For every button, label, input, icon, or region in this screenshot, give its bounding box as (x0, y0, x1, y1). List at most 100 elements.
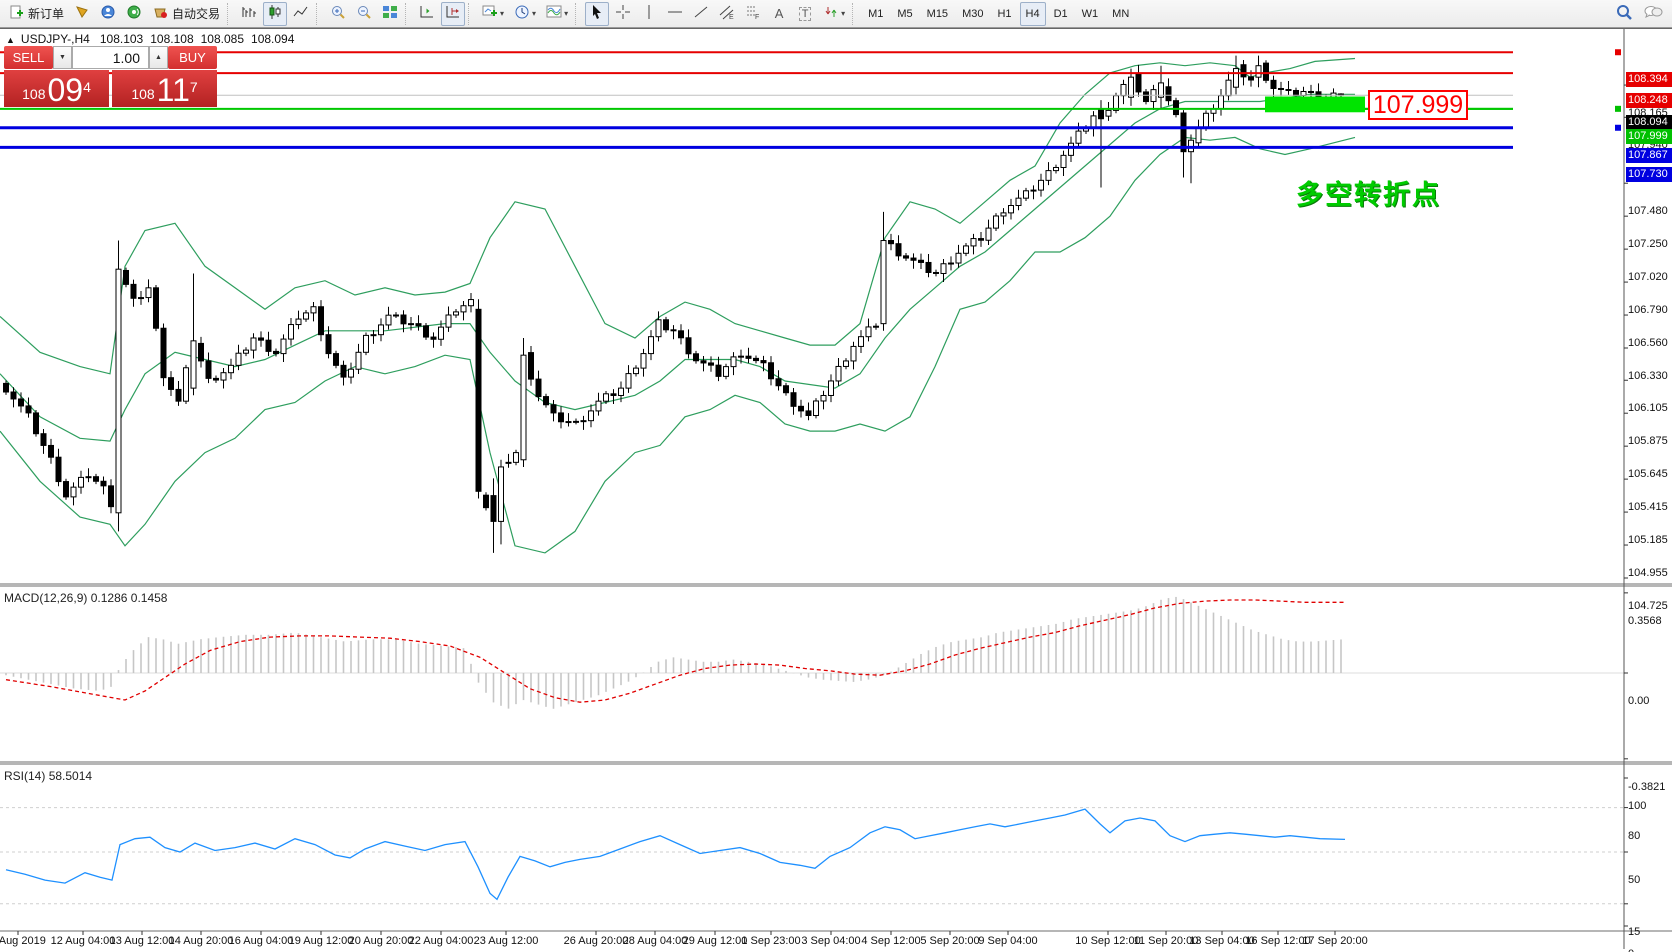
chart-shift-button[interactable] (441, 1, 466, 26)
candle-body (595, 400, 602, 412)
auto-scroll-button[interactable] (415, 2, 439, 26)
open-value: 108.103 (99, 32, 144, 46)
signals-button[interactable] (122, 2, 146, 26)
zoom-out-button[interactable] (352, 2, 376, 26)
fibonacci-button[interactable]: F (741, 2, 765, 26)
candle-body (715, 364, 722, 377)
candle-body (903, 255, 909, 259)
candle-body (453, 311, 459, 316)
price-scale[interactable]: 108.165 107.940 107.480 107.250 107.020 106.7… (1626, 29, 1672, 952)
candle-body (1030, 189, 1037, 192)
bollinger-lower-line (0, 136, 1356, 554)
tab-m30[interactable]: M30 (962, 7, 984, 20)
vertical-line-button[interactable] (637, 2, 661, 26)
trendline-button[interactable] (689, 2, 713, 26)
trendline-icon (693, 4, 709, 23)
candle-body (348, 368, 354, 378)
candle-body (760, 360, 767, 364)
tab-mn[interactable]: MN (1112, 7, 1130, 20)
periods-button[interactable]: ▾ (510, 2, 540, 26)
highlight-box[interactable] (1265, 96, 1365, 113)
candlestick-button[interactable] (263, 1, 288, 26)
candle-body (558, 412, 564, 423)
tab-m1[interactable]: M1 (868, 7, 884, 20)
cursor-icon (589, 4, 605, 23)
price-badge: 107.999 (1626, 128, 1672, 144)
new-order-icon (9, 5, 24, 23)
tab-m15[interactable]: M15 (926, 7, 949, 20)
search-icon (1616, 4, 1633, 24)
line-handle[interactable] (1615, 124, 1621, 131)
autotrading-icon (152, 4, 168, 23)
macd-value-1: 0.1286 (90, 591, 128, 605)
tab-w1[interactable]: W1 (1081, 7, 1099, 20)
macd-axis-label: 0.3568 (1628, 614, 1662, 627)
text-button[interactable]: A (767, 2, 791, 26)
x-axis-label: 20 Aug 20:00 (348, 935, 414, 947)
candle-body (513, 452, 519, 463)
tab-d1[interactable]: D1 (1053, 7, 1068, 20)
candle-body (408, 323, 414, 326)
candle-body (685, 337, 692, 355)
tab-h1[interactable]: H1 (997, 7, 1012, 20)
candle-body (640, 353, 647, 369)
line-handle[interactable] (1615, 105, 1621, 112)
x-axis-label: 28 Aug 04:00 (622, 935, 688, 947)
toolbar-separator (316, 2, 323, 25)
candle-body (235, 352, 242, 366)
candle-body (910, 257, 917, 261)
sell-button[interactable]: SELL (4, 46, 53, 69)
candle-body (18, 398, 24, 407)
crosshair-button[interactable] (611, 2, 635, 26)
sell-price[interactable]: 108 09 4 (4, 70, 109, 107)
toolbar-separator (405, 2, 412, 25)
chat-button[interactable] (1639, 2, 1667, 26)
tile-windows-button[interactable] (378, 2, 402, 26)
templates-button[interactable]: ▾ (542, 2, 572, 26)
candle-body (1195, 127, 1202, 144)
chart-window[interactable]: ▲ USDJPY-,H4 108.103 108.108 108.085 108.094 … (0, 28, 1672, 952)
buy-button[interactable]: BUY (168, 46, 217, 69)
bar-chart-button[interactable] (237, 2, 261, 26)
y-axis-label: 105.185 (1628, 534, 1668, 547)
price-callout[interactable]: 107.999 (1368, 90, 1468, 120)
candle-body (1165, 86, 1172, 102)
search-button[interactable] (1612, 2, 1637, 26)
label-button[interactable]: T (793, 2, 817, 26)
volume-input[interactable]: 1.00 (72, 46, 149, 69)
zoom-in-button[interactable] (326, 2, 350, 26)
cursor-button[interactable] (585, 1, 610, 26)
candle-body (138, 297, 144, 300)
volume-decrease-button[interactable]: ▼ (53, 46, 72, 69)
candle-body (130, 283, 137, 299)
new-order-button[interactable]: 新订单 (5, 2, 68, 26)
candle-body (955, 252, 962, 264)
volume-increase-button[interactable]: ▲ (149, 46, 168, 69)
tab-h4[interactable]: H4 (1019, 1, 1046, 26)
indicators-button[interactable]: ▾ (478, 2, 508, 26)
line-chart-button[interactable] (289, 2, 313, 26)
candle-body (490, 495, 497, 522)
collapse-arrow-icon[interactable]: ▲ (6, 35, 15, 45)
rsi-axis-label: 15 (1628, 925, 1641, 938)
sell-price-big: 09 (47, 72, 84, 108)
horizontal-line-button[interactable] (663, 2, 687, 26)
candle-body (603, 393, 609, 402)
candle-body (1008, 205, 1014, 214)
turning-point-annotation[interactable]: 多空转折点 (1296, 180, 1441, 210)
autotrading-button[interactable]: 自动交易 (148, 2, 224, 26)
channel-icon: E (719, 4, 735, 23)
candle-body (498, 466, 504, 522)
metaeditor-button[interactable] (70, 2, 94, 26)
line-handle[interactable] (1615, 49, 1621, 56)
chart-shift-icon (445, 4, 461, 23)
buy-price[interactable]: 108 11 7 (112, 70, 217, 107)
community-button[interactable] (96, 2, 120, 26)
arrows-button[interactable]: ▾ (819, 2, 849, 26)
candle-body (1098, 108, 1104, 120)
tab-m5[interactable]: M5 (897, 7, 913, 20)
channel-button[interactable]: E (715, 2, 739, 26)
candle-body (1285, 88, 1292, 91)
